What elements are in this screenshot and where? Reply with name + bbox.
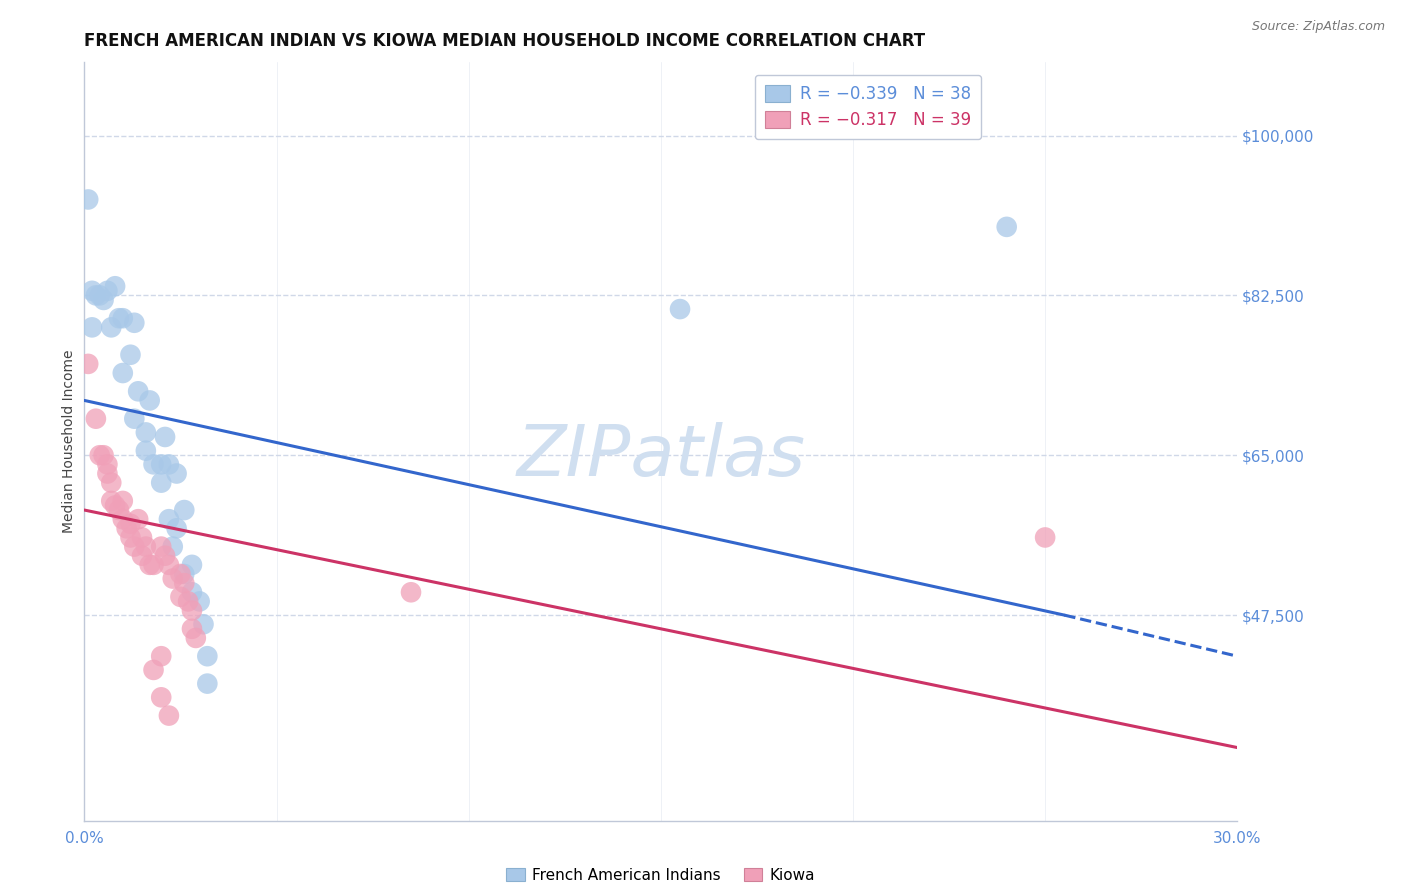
Point bbox=[669, 302, 692, 317]
Point bbox=[169, 566, 191, 581]
Point bbox=[135, 443, 157, 458]
Point bbox=[131, 549, 153, 563]
Point bbox=[120, 348, 142, 362]
Point bbox=[96, 284, 118, 298]
Point bbox=[84, 411, 107, 425]
Point bbox=[150, 649, 173, 664]
Point bbox=[111, 512, 134, 526]
Point bbox=[120, 516, 142, 531]
Point bbox=[169, 590, 191, 604]
Point bbox=[195, 649, 218, 664]
Point bbox=[157, 558, 180, 572]
Point bbox=[166, 521, 188, 535]
Point bbox=[399, 585, 422, 599]
Point bbox=[1033, 531, 1056, 545]
Text: FRENCH AMERICAN INDIAN VS KIOWA MEDIAN HOUSEHOLD INCOME CORRELATION CHART: FRENCH AMERICAN INDIAN VS KIOWA MEDIAN H… bbox=[84, 32, 925, 50]
Point bbox=[93, 293, 115, 307]
Point bbox=[96, 458, 118, 472]
Point bbox=[77, 357, 100, 371]
Point bbox=[89, 448, 111, 462]
Point bbox=[142, 663, 165, 677]
Point bbox=[100, 475, 122, 490]
Point bbox=[166, 467, 188, 481]
Point bbox=[135, 540, 157, 554]
Point bbox=[157, 458, 180, 472]
Point bbox=[124, 411, 146, 425]
Point bbox=[153, 549, 176, 563]
Point bbox=[181, 603, 204, 617]
Point bbox=[173, 566, 195, 581]
Text: ZIPatlas: ZIPatlas bbox=[516, 422, 806, 491]
Legend: French American Indians, Kiowa: French American Indians, Kiowa bbox=[501, 862, 821, 888]
Point bbox=[184, 631, 207, 645]
Point bbox=[100, 494, 122, 508]
Y-axis label: Median Household Income: Median Household Income bbox=[62, 350, 76, 533]
Point bbox=[162, 572, 184, 586]
Point bbox=[84, 288, 107, 302]
Point bbox=[124, 540, 146, 554]
Point bbox=[77, 193, 100, 207]
Point bbox=[157, 512, 180, 526]
Point bbox=[104, 279, 127, 293]
Point bbox=[150, 475, 173, 490]
Point bbox=[138, 393, 160, 408]
Point bbox=[173, 576, 195, 591]
Point bbox=[80, 284, 103, 298]
Point bbox=[120, 531, 142, 545]
Point bbox=[96, 467, 118, 481]
Point bbox=[89, 288, 111, 302]
Point bbox=[142, 458, 165, 472]
Point bbox=[115, 521, 138, 535]
Point bbox=[150, 458, 173, 472]
Point bbox=[111, 311, 134, 326]
Point bbox=[150, 690, 173, 705]
Point bbox=[108, 503, 131, 517]
Point bbox=[124, 316, 146, 330]
Point bbox=[181, 585, 204, 599]
Point bbox=[173, 503, 195, 517]
Point bbox=[111, 494, 134, 508]
Point bbox=[153, 430, 176, 444]
Point bbox=[100, 320, 122, 334]
Point bbox=[142, 558, 165, 572]
Point bbox=[135, 425, 157, 440]
Point bbox=[104, 499, 127, 513]
Point bbox=[995, 219, 1018, 234]
Point bbox=[181, 622, 204, 636]
Point bbox=[193, 617, 215, 632]
Point bbox=[195, 676, 218, 690]
Point bbox=[131, 531, 153, 545]
Point bbox=[111, 366, 134, 380]
Point bbox=[93, 448, 115, 462]
Text: Source: ZipAtlas.com: Source: ZipAtlas.com bbox=[1251, 20, 1385, 33]
Point bbox=[108, 311, 131, 326]
Point bbox=[162, 540, 184, 554]
Point bbox=[127, 384, 149, 399]
Point bbox=[157, 708, 180, 723]
Point bbox=[80, 320, 103, 334]
Point bbox=[150, 540, 173, 554]
Point bbox=[138, 558, 160, 572]
Point bbox=[177, 594, 200, 608]
Point bbox=[181, 558, 204, 572]
Point bbox=[127, 512, 149, 526]
Point bbox=[188, 594, 211, 608]
